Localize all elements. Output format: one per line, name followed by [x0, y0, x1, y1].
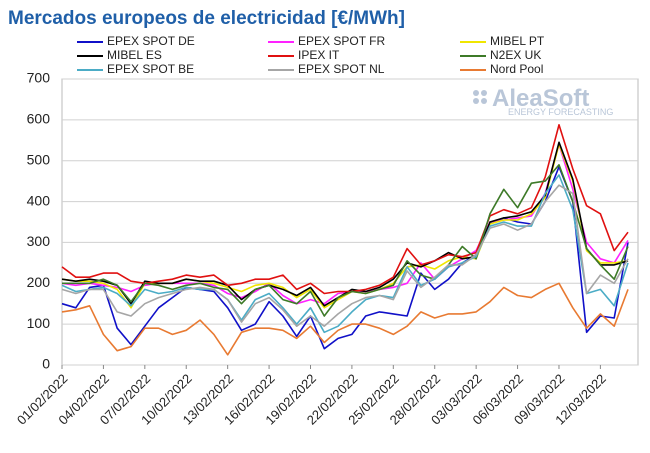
y-tick-label: 0: [42, 356, 50, 372]
y-tick-label: 600: [27, 111, 51, 127]
series-line: [61, 124, 629, 295]
legend-label: EPEX SPOT NL: [298, 62, 385, 76]
y-tick-label: 700: [27, 70, 51, 86]
y-tick-label: 400: [27, 192, 51, 208]
legend-label: Nord Pool: [490, 62, 543, 76]
watermark: AleaSoft ENERGY FORECASTING: [473, 85, 613, 117]
legend-label: EPEX SPOT BE: [107, 62, 194, 76]
watermark-dot: [481, 90, 487, 96]
series-line: [61, 184, 629, 327]
legend-label: IPEX IT: [298, 48, 340, 62]
series-line: [61, 141, 629, 307]
legend-label: MIBEL ES: [107, 48, 162, 62]
chart-title: Mercados europeos de electricidad [€/MWh…: [8, 8, 405, 29]
legend-label: EPEX SPOT DE: [107, 34, 195, 48]
watermark-tagline: ENERGY FORECASTING: [508, 107, 613, 117]
series-line: [62, 164, 629, 317]
legend-label: MIBEL PT: [490, 34, 545, 48]
y-tick-label: 200: [27, 274, 51, 290]
series-line: [61, 166, 629, 350]
y-tick-label: 500: [27, 151, 51, 167]
legend-label: N2EX UK: [490, 48, 541, 62]
legend-label: EPEX SPOT FR: [298, 34, 385, 48]
y-tick-label: 100: [27, 315, 51, 331]
watermark-brand: AleaSoft: [492, 85, 589, 112]
series-line: [61, 282, 629, 356]
watermark-dot: [473, 98, 479, 104]
watermark-dot: [481, 98, 487, 104]
watermark-dot: [473, 90, 479, 96]
series-line: [61, 143, 629, 305]
y-tick-label: 300: [27, 233, 51, 249]
